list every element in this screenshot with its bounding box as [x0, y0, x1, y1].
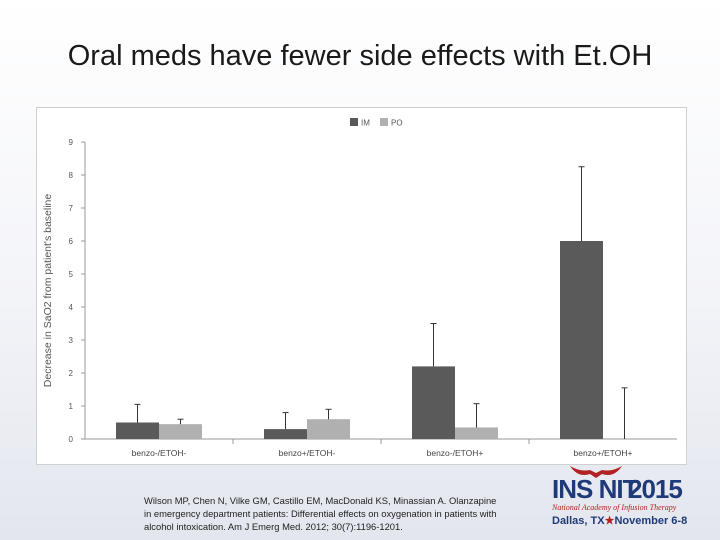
y-tick-label: 4: [69, 303, 74, 312]
citation: Wilson MP, Chen N, Vilke GM, Castillo EM…: [144, 494, 534, 533]
citation-line-2: in emergency department patients: Differ…: [144, 508, 497, 519]
bar-po: [455, 427, 498, 439]
y-axis-label: Decrease in SaO2 from patient's baseline: [42, 194, 54, 388]
x-tick-label: benzo-/ETOH+: [427, 448, 484, 458]
chart-panel: 0 1 2 3 4 5 6 7 8 9 Decrease in SaO2 from patient'…: [36, 107, 687, 465]
legend-swatch-im: [350, 118, 358, 126]
y-tick-label: 1: [69, 402, 74, 411]
bar-po: [159, 424, 202, 439]
bar-im: [560, 241, 603, 439]
bar-im: [412, 366, 455, 439]
y-tick-label: 0: [69, 435, 74, 444]
bar-im: [264, 429, 307, 439]
x-tick-label: benzo-/ETOH-: [132, 448, 187, 458]
legend-label-im: IM: [361, 119, 370, 128]
citation-line-1: Wilson MP, Chen N, Vilke GM, Castillo EM…: [144, 495, 497, 506]
y-tick-label: 5: [69, 270, 74, 279]
y-tick-label: 6: [69, 237, 74, 246]
y-tick-label: 7: [69, 204, 74, 213]
logo-org: National Academy of Infusion Therapy: [552, 503, 677, 512]
logo-location: Dallas, TX★November 6-8: [552, 515, 688, 527]
bar-po: [307, 419, 350, 439]
y-tick-label: 3: [69, 336, 74, 345]
slide-title: Oral meds have fewer side effects with E…: [67, 40, 653, 72]
y-tick-label: 8: [69, 171, 74, 180]
y-tick-label: 2: [69, 369, 74, 378]
logo-ins-text: INS NIT: [552, 474, 638, 504]
x-tick-label: benzo+/ETOH-: [279, 448, 336, 458]
citation-line-3: alcohol intoxication. Am J Emerg Med. 20…: [144, 521, 403, 532]
legend-label-po: PO: [391, 119, 403, 128]
x-tick-label: benzo+/ETOH+: [574, 448, 633, 458]
bar-chart: 0 1 2 3 4 5 6 7 8 9 Decrease in SaO2 from patient'…: [42, 118, 677, 458]
bull-horns-icon: [570, 466, 622, 478]
logo-year: 2015: [628, 474, 683, 504]
conference-logo: INS NIT 2015 National Academy of Infusio…: [548, 462, 694, 536]
y-tick-label: 9: [69, 138, 74, 147]
bar-im: [116, 422, 159, 439]
legend-swatch-po: [380, 118, 388, 126]
